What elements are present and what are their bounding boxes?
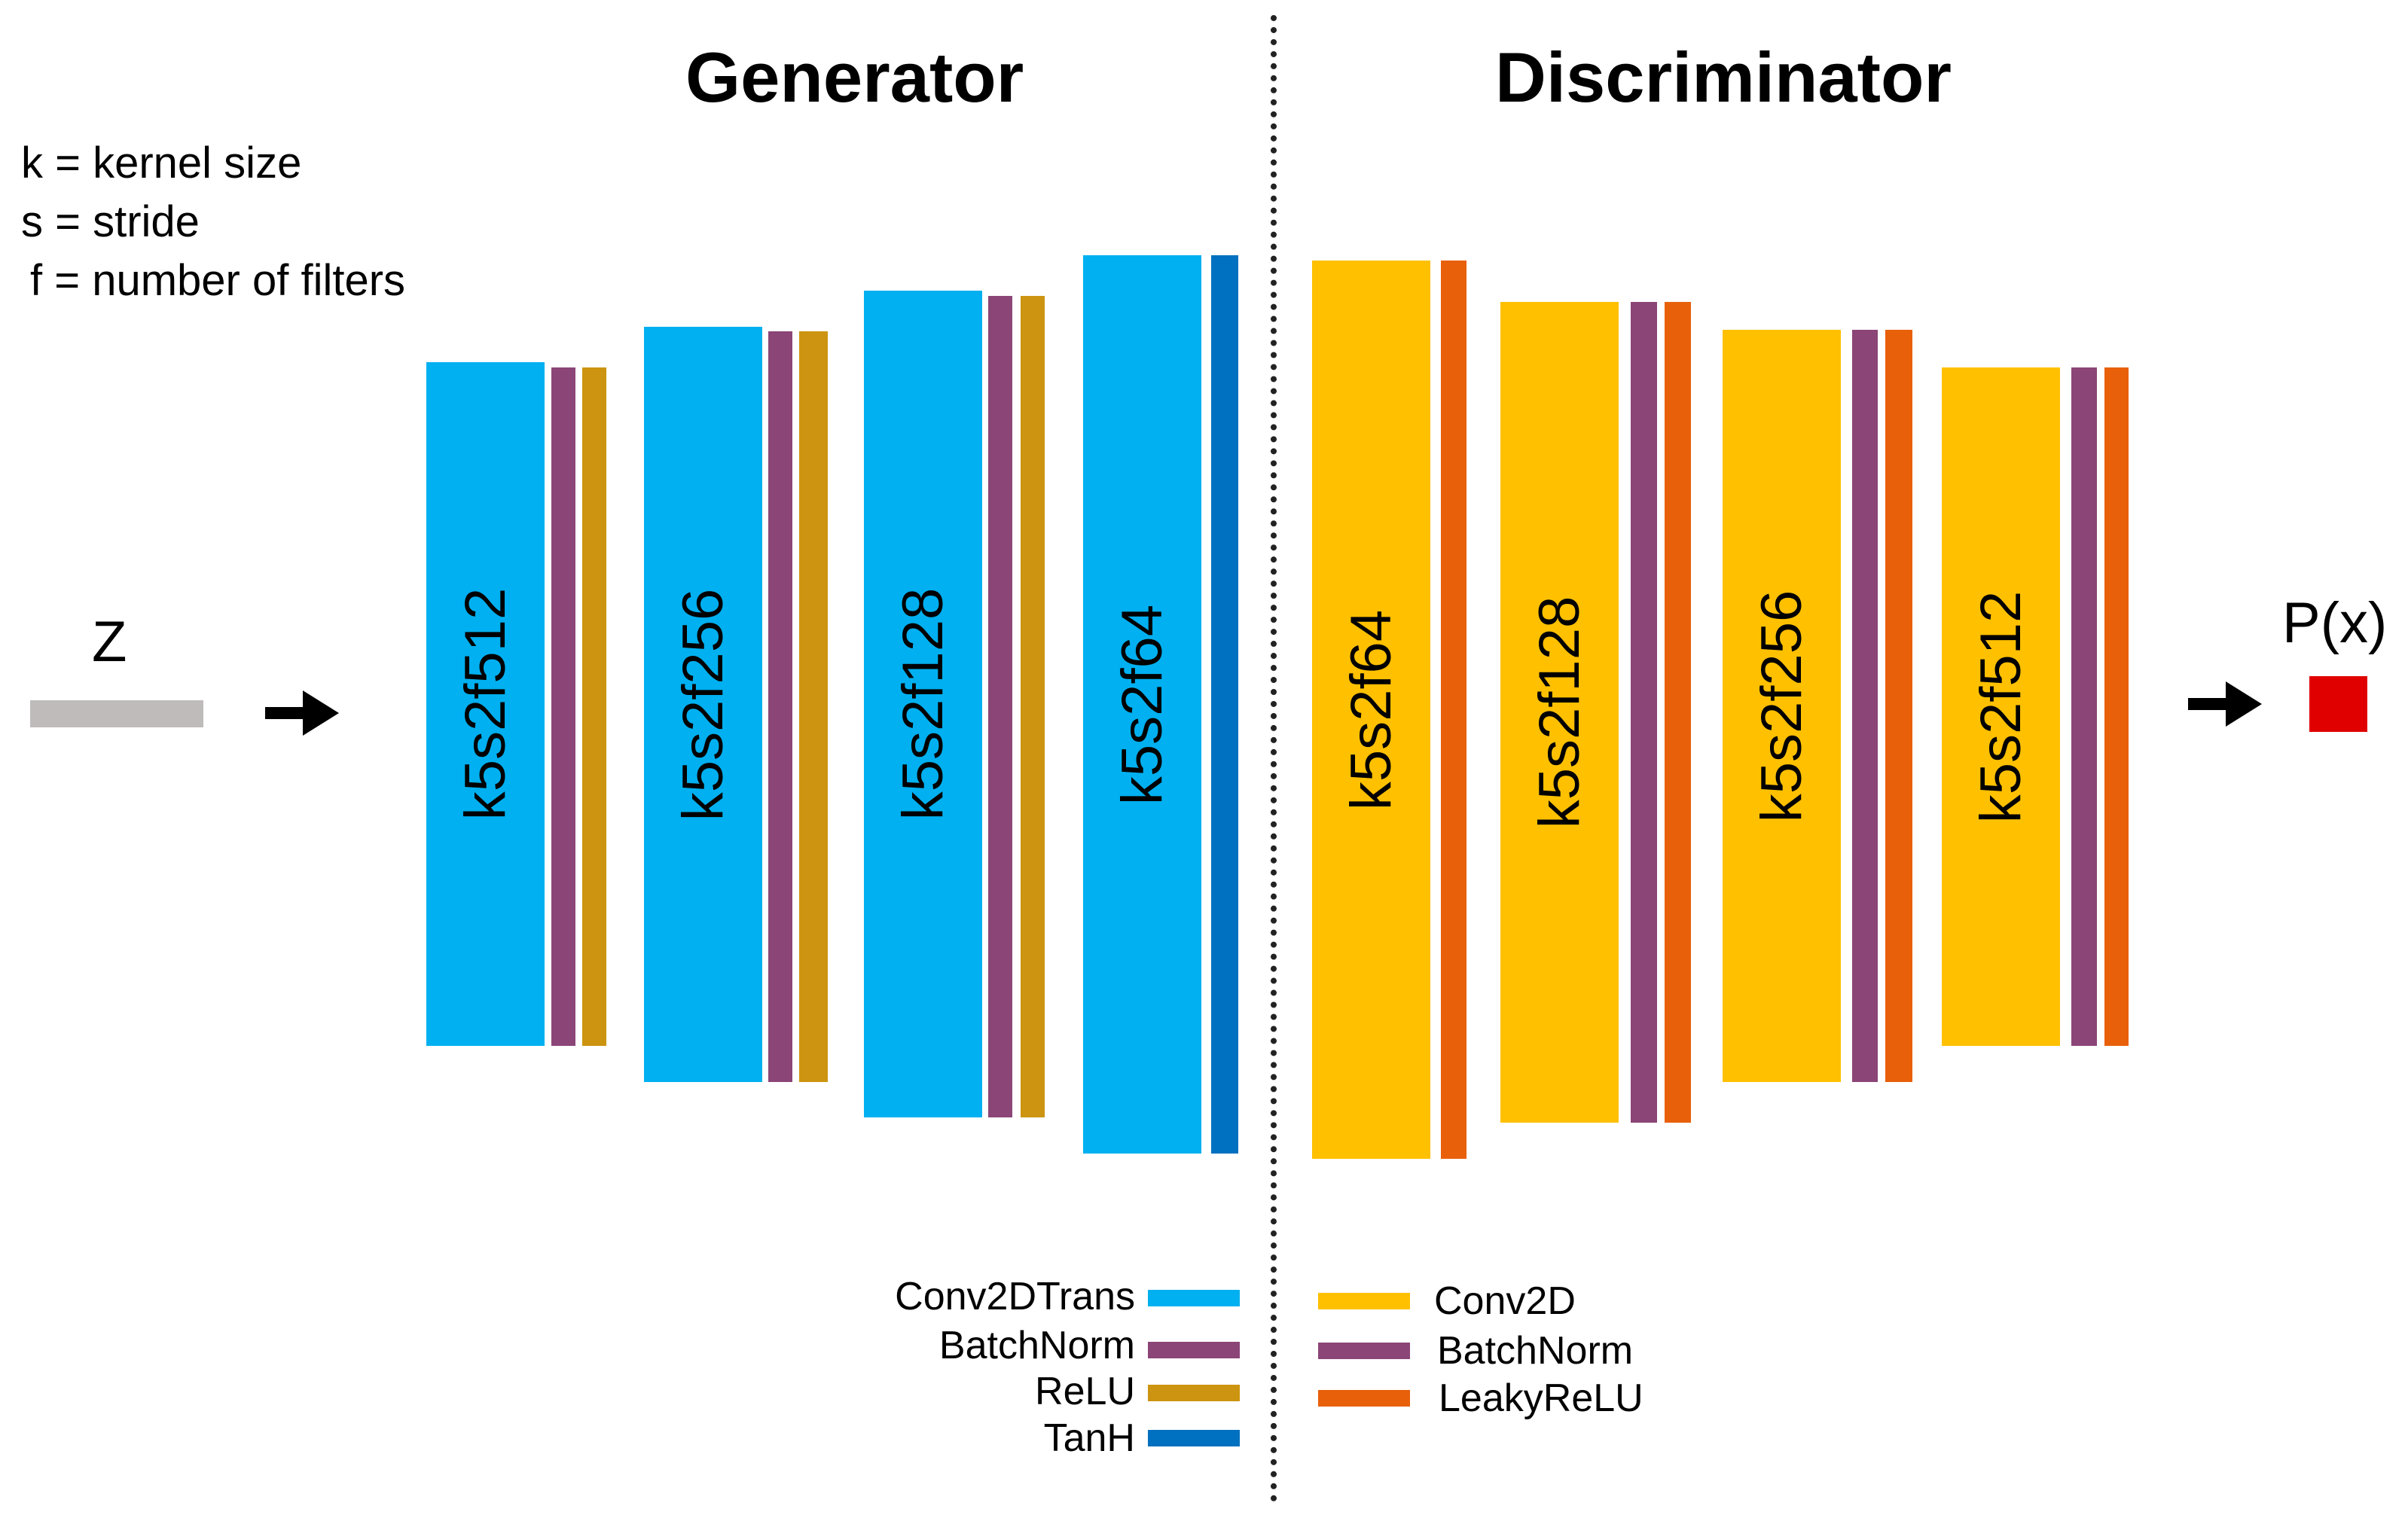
gen-tanh-bar [1211,255,1238,1154]
legend-label-relu: ReLU [1035,1370,1135,1413]
disc-conv-block-3: k5s2f256 [1723,330,1841,1082]
gen-conv-block-2: k5s2f256 [644,327,762,1082]
disc-leakyrelu-bar-2 [1665,302,1691,1123]
legend-swatch-conv2d [1318,1293,1410,1309]
notation-filters: f = number of filters [30,256,406,305]
input-label: Z [92,610,127,674]
disc-conv-block-2: k5s2f128 [1500,302,1619,1123]
disc-batchnorm-bar-3 [1852,330,1878,1082]
legend-swatch-relu [1148,1385,1240,1401]
gen-relu-bar-1 [582,367,606,1046]
gen-batchnorm-bar-2 [768,331,792,1082]
legend-swatch-gen-batchnorm [1148,1342,1240,1358]
disc-block-label-4: k5s2f512 [1968,590,2033,823]
legend-label-gen-batchnorm: BatchNorm [938,1324,1135,1367]
legend-label-leakyrelu: LeakyReLU [1439,1376,1643,1420]
gen-block-label-1: k5s2f512 [453,587,517,821]
legend-label-conv2dtrans: Conv2DTrans [895,1275,1135,1318]
notation-kernel: k = kernel size [21,139,302,187]
output-probability-box [2309,676,2367,732]
input-arrow-icon [265,690,339,736]
legend-swatch-leakyrelu [1318,1390,1410,1407]
gen-block-label-3: k5s2f128 [890,587,955,821]
notation-stride: s = stride [21,197,200,246]
input-vector-bar [30,700,203,727]
legend-label-disc-batchnorm: BatchNorm [1437,1329,1634,1373]
output-label: P(x) [2282,591,2388,655]
gen-batchnorm-bar-1 [551,367,575,1046]
disc-conv-block-4: k5s2f512 [1942,367,2060,1046]
discriminator-title: Discriminator [1495,38,1952,117]
gen-batchnorm-bar-3 [988,296,1012,1117]
disc-leakyrelu-bar-1 [1441,261,1466,1159]
disc-batchnorm-bar-2 [1631,302,1657,1123]
gen-conv-block-3: k5s2f128 [864,291,982,1117]
output-arrow-icon [2188,681,2262,727]
disc-leakyrelu-bar-3 [1885,330,1912,1082]
generator-title: Generator [685,38,1024,117]
legend-swatch-conv2dtrans [1148,1290,1240,1306]
gen-conv-block-1: k5s2f512 [426,362,545,1046]
disc-block-label-3: k5s2f256 [1749,590,1814,822]
disc-block-label-1: k5s2f64 [1338,609,1403,810]
disc-block-label-2: k5s2f128 [1527,596,1592,829]
gen-relu-bar-3 [1021,296,1045,1117]
legend-swatch-disc-batchnorm [1318,1343,1410,1359]
legend-label-conv2d: Conv2D [1434,1279,1576,1323]
legend-swatch-tanh [1148,1430,1240,1446]
gen-relu-bar-2 [799,331,828,1082]
divider-line [1271,15,1277,1502]
gen-conv-block-4: k5s2f64 [1083,255,1201,1154]
disc-conv-block-1: k5s2f64 [1312,261,1430,1159]
gen-block-label-4: k5s2f64 [1109,604,1174,805]
disc-batchnorm-bar-4 [2071,367,2097,1046]
gen-block-label-2: k5s2f256 [670,588,735,821]
disc-leakyrelu-bar-4 [2104,367,2129,1046]
legend-label-tanh: TanH [1043,1416,1135,1460]
